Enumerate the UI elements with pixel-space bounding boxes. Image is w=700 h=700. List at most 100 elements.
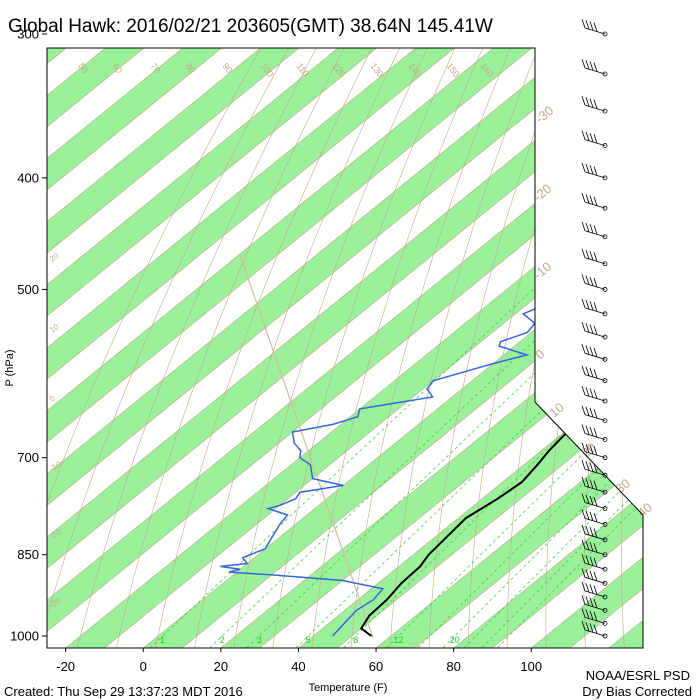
wind-barb-flag [585,596,590,606]
mixing-ratio-line [282,48,643,648]
wind-barb-station [602,378,608,383]
wind-barb-station [602,580,608,586]
dry-adiabat-line [231,48,643,648]
dry-adiabat-line [192,48,643,648]
wind-barb-flag [589,584,594,594]
x-tick-label: 80 [446,659,460,674]
dry-adiabat-line [349,48,643,648]
wind-barb-flag [593,347,598,358]
dry-adiabat-line [47,48,643,648]
wind-barb-flag [585,60,590,70]
wind-barb-station [602,506,608,511]
wind-barb-flag [585,622,590,632]
dry-adiabat-line [621,48,643,648]
isotherm-line [47,48,402,648]
wind-barb-flag [585,299,590,310]
mixing-ratio-label: 12 [393,635,403,645]
isotherm-band [47,48,643,648]
dry-adiabat-line [152,48,643,648]
isotherm-band [662,28,700,668]
wind-barb-station [602,594,608,600]
wind-barb-flag [589,407,594,418]
mixing-ratio-label: 2 [220,635,225,645]
y-axis-label: P (hPa) [4,349,16,386]
wind-barb-flag [593,446,598,456]
wind-barb-flag [585,20,590,30]
wind-barb-flag [585,249,590,260]
wind-barb-staff [584,616,606,624]
wind-barb-flag [581,18,586,29]
wind-barb-flag [589,511,594,521]
isotherm-band [47,48,557,648]
chart-title: Global Hawk: 2016/02/21 203605(GMT) 38.6… [8,16,493,37]
wind-barb-staff [584,257,606,265]
wind-barb-flag [589,495,594,506]
isotherm-label: 70 [148,61,162,75]
isotherm-band [429,48,643,648]
wind-barb-flag [593,512,598,523]
wind-barb-flag [593,196,598,206]
wind-barb-flag [593,427,598,438]
wind-barb-flag [593,252,598,262]
wind-barb-staff [584,352,606,360]
wind-barb-staff [584,468,606,476]
isotherm-line [47,48,519,648]
dry-adiabat-line [428,48,643,648]
pressure-axis: 1001502002503004005007008501000 [10,27,47,644]
wind-barb-flag [585,494,590,504]
wind-barb-flag [593,557,598,567]
wind-barb-flag [581,493,586,503]
wind-barb-flag [581,130,586,140]
wind-barb-flag [589,556,594,566]
wind-barb-staff [584,414,606,421]
wind-barb-station [602,437,608,442]
isotherm-line [79,48,643,648]
wind-barb-flag [593,369,598,379]
mixing-ratio-label: 20 [450,635,460,645]
wind-barb-flag [593,225,598,235]
wind-barb-station [602,552,608,558]
wind-barb-staff [584,394,606,402]
isotherm-line [47,48,247,648]
wind-barb-flag [585,425,590,435]
wind-barb-station [602,522,608,527]
wind-barb-flag [581,162,586,172]
wind-barb-flag [589,195,594,205]
mixing-ratio-label: 1 [160,635,165,645]
wind-barb-flag [585,323,590,333]
temperature-profile-line [359,48,643,637]
wind-barb-flag [593,528,598,538]
wind-barb-flag [585,443,590,453]
isotherm-band [351,48,643,648]
wind-barb-staff [584,629,606,637]
mixing-ratio-line [136,48,643,648]
wind-barb-flag [593,543,598,553]
isotherm-line [273,48,643,648]
wind-barb-flag [589,426,594,437]
isotherm-line [662,28,700,668]
wind-barb-staff [584,518,606,525]
dry-adiabat-label: 10 [48,322,61,335]
isotherm-band [273,48,643,648]
wind-barb-station [602,356,608,362]
plot-frame [46,47,644,649]
wind-barb-staff [584,590,606,598]
wind-barb-staff [584,533,606,541]
wind-barb-flag [581,95,586,106]
isotherm-band [47,48,635,648]
wind-barb-flag [581,477,586,487]
isotherm-label: 60 [110,61,124,75]
wind-barb-station [602,334,608,340]
wind-barb-flag [593,277,598,288]
wind-barb-flag [581,405,586,415]
isotherm-line [47,48,596,648]
wind-barb-staff [584,307,606,315]
isotherm-label: 50 [76,61,90,75]
wind-barb-flag [593,409,598,419]
y-tick-label: 500 [17,282,39,297]
wind-barb-flag [585,569,590,579]
wind-barb-staff [584,27,606,35]
wind-barb-flag [585,510,590,520]
mixing-ratio-label: 3 [257,635,262,645]
